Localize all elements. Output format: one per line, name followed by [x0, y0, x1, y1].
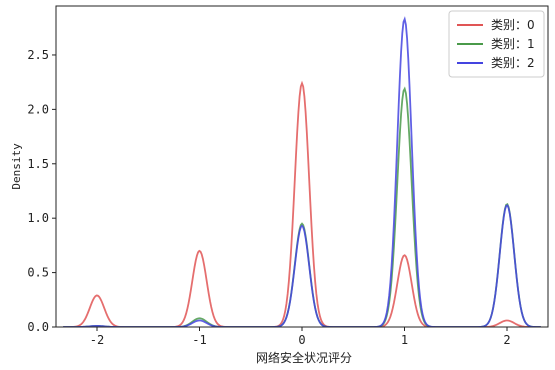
- legend-label: 类别：0: [491, 18, 535, 32]
- x-axis: -2 -1 0 1 2: [90, 327, 511, 347]
- series-line-0: [63, 80, 541, 327]
- y-axis-label: Density: [10, 143, 23, 190]
- x-tick-label: 2: [503, 333, 510, 347]
- y-axis: 0.0 0.5 1.0 1.5 2.0 2.5: [27, 48, 56, 334]
- legend: 类别：0 类别：1 类别：2: [448, 10, 545, 78]
- legend-label: 类别：1: [491, 37, 535, 51]
- x-tick-label: 0: [298, 333, 305, 347]
- legend-label: 类别：2: [491, 56, 535, 70]
- x-tick-label: 1: [401, 333, 408, 347]
- y-tick-label: 0.0: [27, 320, 49, 334]
- y-tick-label: 2.0: [27, 102, 49, 116]
- y-tick-label: 2.5: [27, 48, 49, 62]
- legend-box: [448, 10, 545, 78]
- x-tick-label: -2: [90, 333, 104, 347]
- x-axis-label: 网络安全状况评分: [256, 350, 352, 365]
- y-tick-label: 0.5: [27, 266, 49, 280]
- series-line-2: [63, 16, 541, 327]
- series-line-1: [63, 86, 541, 327]
- y-tick-label: 1.0: [27, 211, 49, 225]
- x-tick-label: -1: [192, 333, 206, 347]
- y-tick-label: 1.5: [27, 157, 49, 171]
- series-layer: [63, 16, 541, 327]
